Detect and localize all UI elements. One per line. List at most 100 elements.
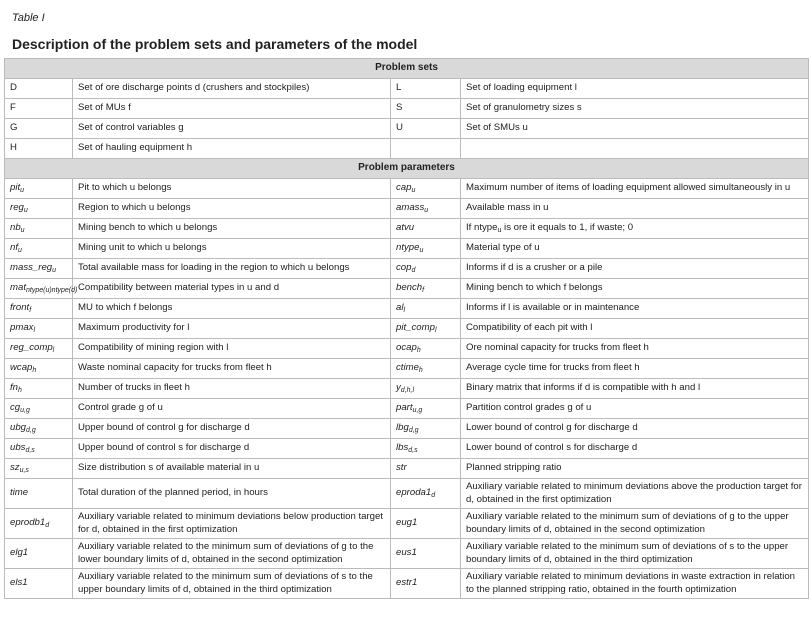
text: Set of granulometry sizes s	[466, 102, 582, 114]
description-cell: Auxiliary variable related to the minimu…	[72, 568, 391, 599]
description-cell: Total duration of the planned period, in…	[72, 478, 391, 509]
description-cell: Set of loading equipment l	[460, 78, 809, 99]
text: Lower bound of control s for discharge d	[466, 442, 638, 454]
description-cell: Lower bound of control g for discharge d	[460, 418, 809, 439]
description-cell: Auxiliary variable related to the minimu…	[460, 538, 809, 569]
text: Lower bound of control g for discharge d	[466, 422, 638, 434]
symbol-cell: G	[4, 118, 73, 139]
description-cell: Set of SMUs u	[460, 118, 809, 139]
table-row: wcaph Waste nominal capacity for trucks f…	[4, 358, 809, 379]
text: Planned stripping ratio	[466, 462, 562, 474]
symbol-base: ubs	[10, 442, 26, 454]
symbol-subscript: d,g	[26, 427, 36, 435]
text: S	[396, 102, 403, 114]
description-cell: Upper bound of control s for discharge d	[72, 438, 391, 459]
symbol-base: mass_reg	[10, 262, 53, 274]
text: Material type of u	[466, 242, 540, 254]
table-row: eprodb1d Auxiliary variable related to mi…	[4, 508, 809, 539]
symbol-cell: lbgd,g	[390, 418, 461, 439]
symbol-base: pit	[10, 182, 21, 194]
table-row: cgu,g Control grade g of u partu,g Partitio…	[4, 398, 809, 419]
description-cell: MU to which f belongs	[72, 298, 391, 319]
symbol-subscript: u,g	[20, 407, 30, 415]
symbol-base: eprodb1	[10, 517, 46, 529]
text: Mining bench to which f belongs	[466, 282, 603, 294]
description-cell: Mining unit to which u belongs	[72, 238, 391, 259]
symbol-base: cg	[10, 402, 21, 414]
symbol-cell: wcaph	[4, 358, 73, 379]
description-cell: Auxiliary variable related to minimum de…	[460, 478, 809, 509]
text: If	[466, 222, 474, 234]
text: Auxiliary variable related to the minimu…	[78, 571, 373, 595]
symbol-subscript: f	[29, 307, 32, 315]
text: eug1	[396, 517, 418, 529]
symbol-cell: estr1	[390, 568, 461, 599]
symbol-cell: pitu	[4, 178, 73, 199]
symbol-subscript: l	[52, 347, 55, 355]
symbol-base: eproda1	[396, 487, 432, 499]
symbol-subscript: l	[33, 327, 36, 335]
symbol-subscript: u	[23, 207, 28, 215]
symbol-base: ubg	[10, 422, 27, 434]
text: Control grade g of u	[78, 402, 163, 414]
text: Set of loading equipment l	[466, 82, 577, 94]
text: Auxiliary variable related to minimum de…	[466, 571, 796, 595]
symbol-cell: ctimeh	[390, 358, 461, 379]
text: Compatibility of mining region with l	[78, 342, 229, 354]
text: G	[10, 122, 18, 134]
symbol-cell	[390, 138, 461, 159]
symbol-base: mat	[10, 282, 26, 294]
description-cell: Total available mass for loading in the …	[72, 258, 391, 279]
symbol-cell: matntype(u)ntype(d)	[4, 278, 77, 299]
symbol-base: amass	[396, 202, 425, 214]
text: MU to which f belongs	[78, 302, 173, 314]
symbol-subscript: u	[419, 247, 424, 255]
text: Ore nominal capacity for trucks from fle…	[466, 342, 649, 354]
symbol-cell: L	[390, 78, 461, 99]
symbol-cell: els1	[4, 568, 73, 599]
description-cell: Informs if l is available or in maintena…	[460, 298, 809, 319]
symbol-base: cap	[396, 182, 412, 194]
table-row: H Set of hauling equipment h	[4, 138, 809, 159]
text: Mining unit to which u belongs	[78, 242, 207, 254]
text: Waste nominal capacity for trucks from f…	[78, 362, 272, 374]
symbol-base: sz	[10, 462, 20, 474]
description-cell: Auxiliary variable related to minimum de…	[460, 568, 809, 599]
section-heading: Problem parameters	[4, 158, 809, 179]
symbol-cell: all	[390, 298, 461, 319]
symbol-cell: amassu	[390, 198, 461, 219]
symbol-base: lbs	[396, 442, 409, 454]
description-cell: Compatibility of each pit with l	[460, 318, 809, 339]
symbol-cell: S	[390, 98, 461, 119]
description-cell: Lower bound of control s for discharge d	[460, 438, 809, 459]
text: Set of control variables g	[78, 122, 184, 134]
text: Auxiliary variable related to the minimu…	[466, 541, 789, 565]
symbol-cell: pit_compl	[390, 318, 461, 339]
symbol-cell: capu	[390, 178, 461, 199]
symbol-subscript: u,g	[412, 407, 423, 415]
text: Set of SMUs u	[466, 122, 528, 134]
text: Auxiliary variable related to minimum de…	[466, 481, 802, 505]
symbol-base: cop	[396, 262, 412, 274]
symbol-cell: cgu,g	[4, 398, 73, 419]
table-row: fnh Number of trucks in fleet h yd,h,l Bina…	[4, 378, 809, 399]
description-cell: Set of control variables g	[72, 118, 391, 139]
symbol-subscript: h	[18, 387, 22, 395]
symbol-subscript: d,s	[25, 447, 35, 455]
symbol-cell: frontf	[4, 298, 73, 319]
text: D	[10, 82, 17, 94]
symbol-base: nf	[10, 242, 19, 254]
table-row: szu,s Size distribution s of available ma…	[4, 458, 809, 479]
text: Auxiliary variable related to the minimu…	[78, 541, 374, 565]
text: Region to which u belongs	[78, 202, 191, 214]
symbol-cell: ocaph	[390, 338, 461, 359]
table-row: pmaxl Maximum productivity for l pit_compl…	[4, 318, 809, 339]
symbol-base: ntype	[474, 222, 498, 234]
symbol-subscript: u	[18, 247, 22, 255]
text: Available mass in u	[466, 202, 549, 214]
description-cell: Set of granulometry sizes s	[460, 98, 809, 119]
symbol-base: part	[396, 402, 413, 414]
section-row: Problem sets	[4, 58, 809, 79]
text: Upper bound of control g for discharge d	[78, 422, 250, 434]
